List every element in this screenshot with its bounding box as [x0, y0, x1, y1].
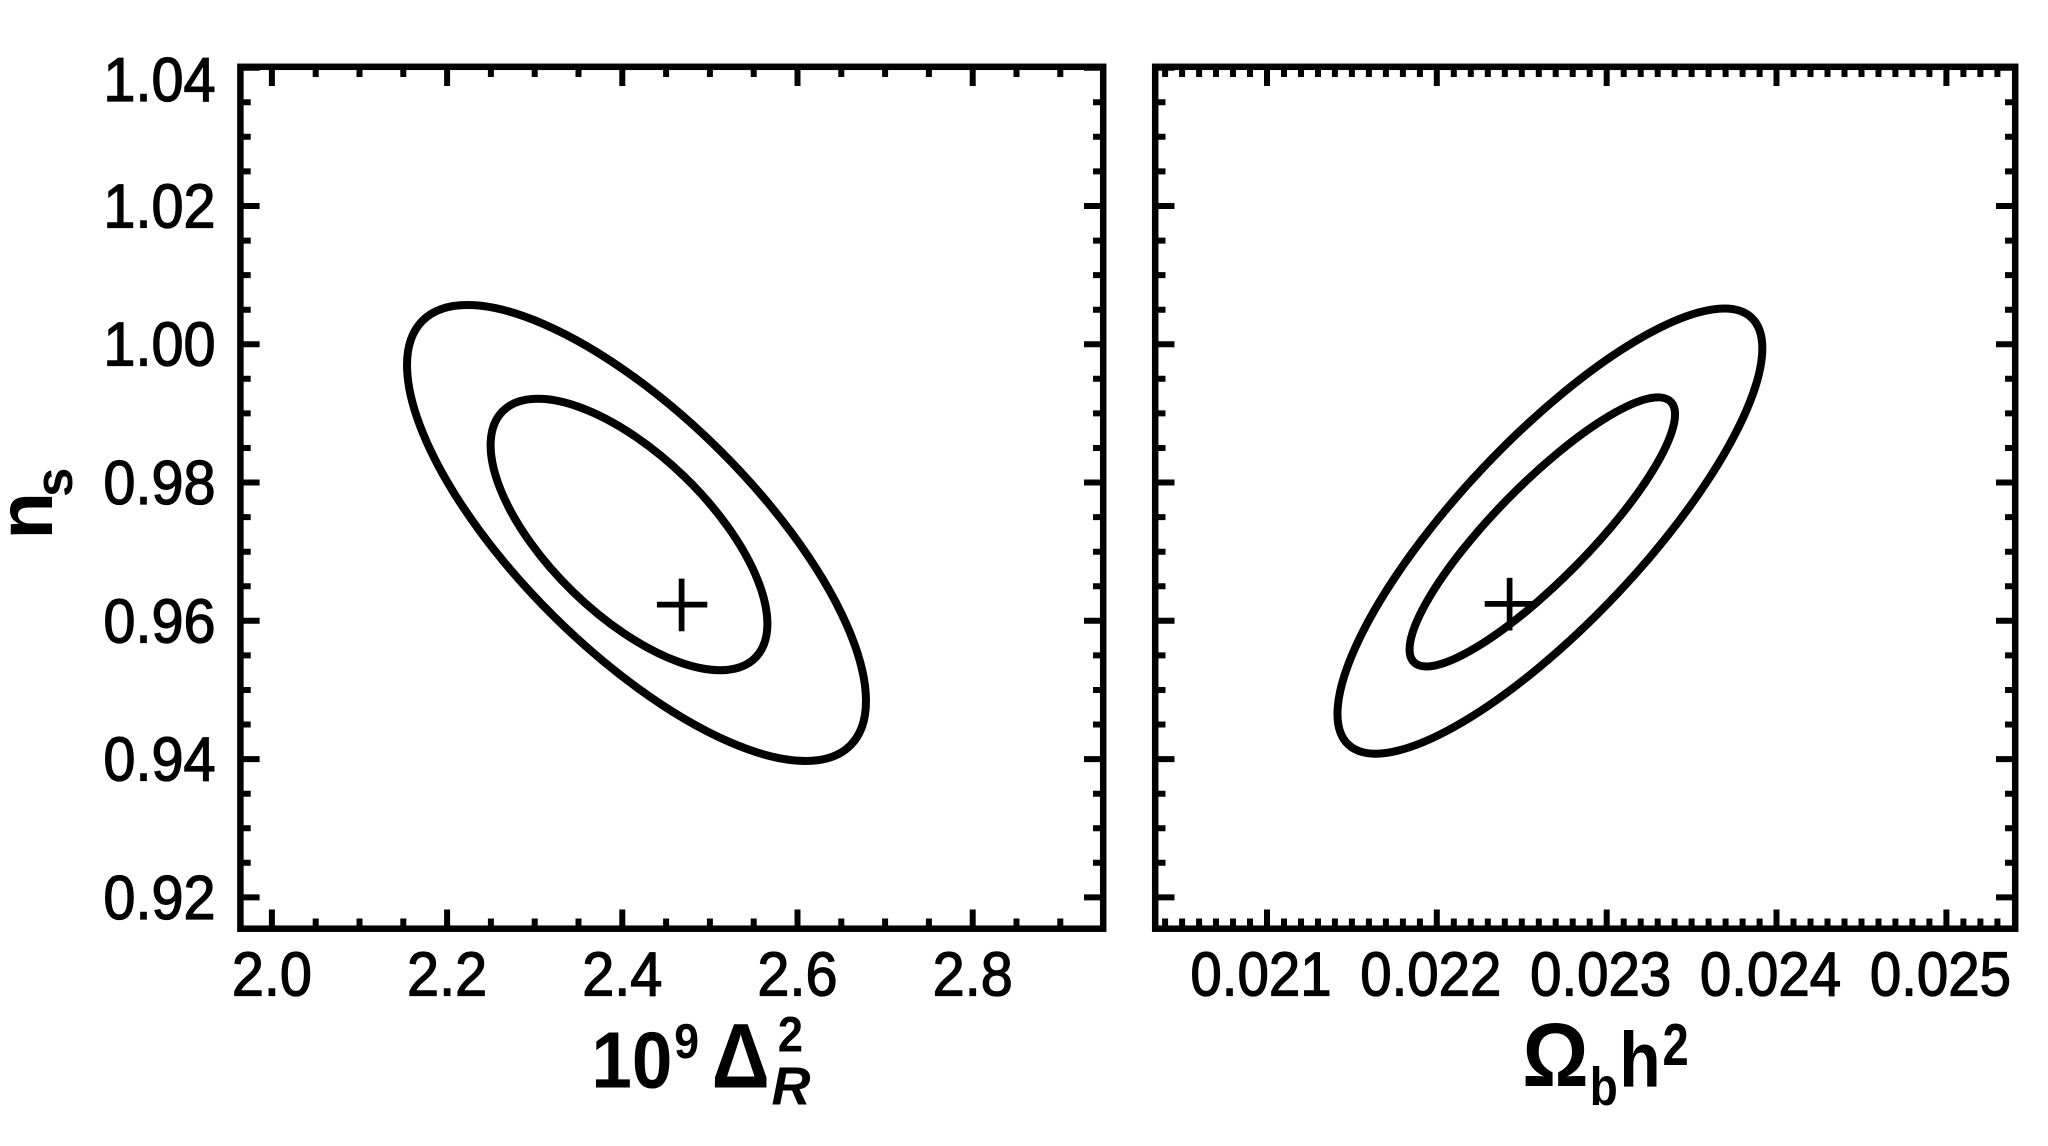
svg-text:2.0: 2.0	[232, 940, 312, 1009]
svg-text:h: h	[1619, 1017, 1660, 1103]
svg-text:b: b	[1590, 1056, 1618, 1116]
svg-text:0.024: 0.024	[1700, 939, 1841, 1009]
svg-text:0.94: 0.94	[103, 725, 215, 794]
svg-text:0.023: 0.023	[1530, 939, 1671, 1009]
svg-text:R: R	[772, 1056, 811, 1116]
svg-text:10: 10	[591, 1016, 672, 1105]
svg-text:0.022: 0.022	[1360, 939, 1501, 1009]
svg-text:0.025: 0.025	[1870, 939, 2011, 1009]
svg-text:2.8: 2.8	[933, 940, 1013, 1009]
svg-text:0.92: 0.92	[103, 863, 215, 932]
svg-text:0.021: 0.021	[1190, 939, 1331, 1009]
svg-text:2.4: 2.4	[582, 940, 662, 1009]
svg-text:1.04: 1.04	[103, 45, 215, 114]
svg-text:Δ: Δ	[712, 1006, 770, 1108]
svg-text:9: 9	[674, 1014, 699, 1068]
svg-text:2: 2	[1663, 1013, 1689, 1078]
svg-text:2.2: 2.2	[407, 940, 487, 1009]
svg-text:1.00: 1.00	[103, 310, 215, 379]
svg-text:1.02: 1.02	[103, 171, 215, 240]
svg-text:0.98: 0.98	[103, 448, 215, 517]
svg-text:Ω: Ω	[1522, 1006, 1588, 1106]
svg-text:2.6: 2.6	[757, 940, 837, 1009]
svg-text:2: 2	[778, 1008, 803, 1063]
svg-text:0.96: 0.96	[103, 586, 215, 655]
